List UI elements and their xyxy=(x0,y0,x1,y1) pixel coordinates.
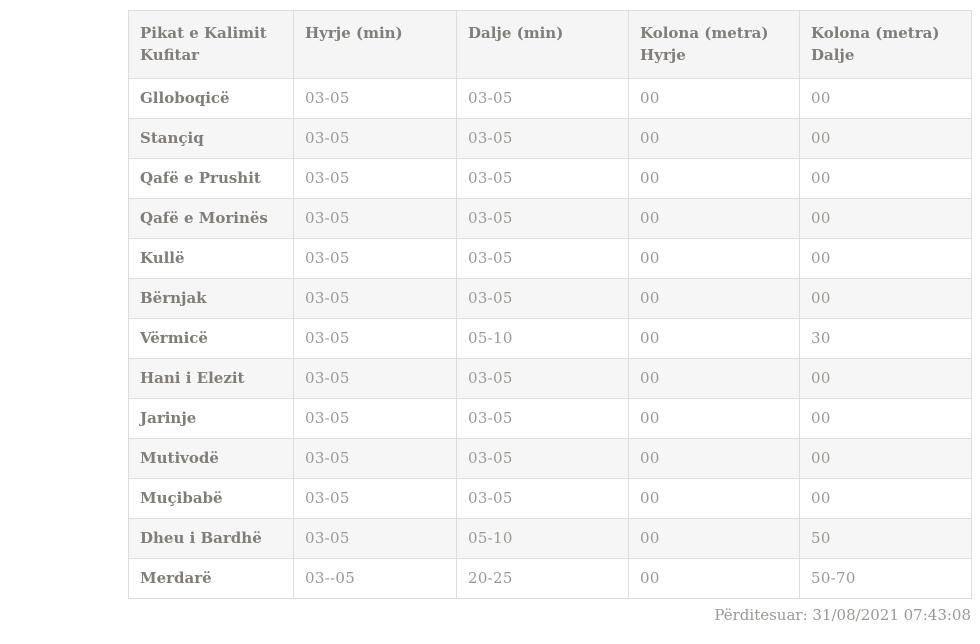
exit-min-value: 03-05 xyxy=(456,78,629,119)
crossing-name: Qafë e Morinës xyxy=(128,198,294,239)
exit-min-value: 03-05 xyxy=(456,358,629,399)
entry-min-value: 03-05 xyxy=(293,278,457,319)
crossing-name: Kullë xyxy=(128,238,294,279)
crossing-name: Merdarë xyxy=(128,558,294,599)
table-row: Kullë 03-05 03-05 00 00 xyxy=(128,238,972,279)
queue-exit-value: 00 xyxy=(799,398,972,439)
exit-min-value: 20-25 xyxy=(456,558,629,599)
crossing-name: Hani i Elezit xyxy=(128,358,294,399)
exit-min-value: 03-05 xyxy=(456,438,629,479)
exit-min-value: 03-05 xyxy=(456,198,629,239)
entry-min-value: 03-05 xyxy=(293,78,457,119)
exit-min-value: 03-05 xyxy=(456,278,629,319)
queue-exit-value: 00 xyxy=(799,78,972,119)
column-header-queue-entry: Kolona (metra) Hyrje xyxy=(628,10,800,79)
header-row: Pikat e Kalimit Kufitar Hyrje (min) Dalj… xyxy=(128,10,972,79)
exit-min-value: 03-05 xyxy=(456,478,629,519)
queue-exit-value: 30 xyxy=(799,318,972,359)
exit-min-value: 03-05 xyxy=(456,238,629,279)
queue-entry-value: 00 xyxy=(628,158,800,199)
last-updated-text: Përditesuar: 31/08/2021 07:43:08 xyxy=(714,606,971,624)
queue-entry-value: 00 xyxy=(628,278,800,319)
table-row: Stançiq 03-05 03-05 00 00 xyxy=(128,118,972,159)
entry-min-value: 03-05 xyxy=(293,438,457,479)
exit-min-value: 03-05 xyxy=(456,158,629,199)
column-header-exit-min: Dalje (min) xyxy=(456,10,629,79)
queue-entry-value: 00 xyxy=(628,478,800,519)
queue-entry-value: 00 xyxy=(628,398,800,439)
entry-min-value: 03-05 xyxy=(293,518,457,559)
crossing-name: Muçibabë xyxy=(128,478,294,519)
queue-exit-value: 00 xyxy=(799,198,972,239)
exit-min-value: 03-05 xyxy=(456,118,629,159)
table-row: Qafë e Prushit 03-05 03-05 00 00 xyxy=(128,158,972,199)
entry-min-value: 03-05 xyxy=(293,318,457,359)
table-body: Glloboqicë 03-05 03-05 00 00 Stançiq 03-… xyxy=(128,78,972,599)
queue-entry-value: 00 xyxy=(628,358,800,399)
crossing-name: Jarinje xyxy=(128,398,294,439)
wait-times-table: Pikat e Kalimit Kufitar Hyrje (min) Dalj… xyxy=(128,10,972,599)
column-header-crossing-points: Pikat e Kalimit Kufitar xyxy=(128,10,294,79)
column-header-queue-exit: Kolona (metra) Dalje xyxy=(799,10,972,79)
table-row: Bërnjak 03-05 03-05 00 00 xyxy=(128,278,972,319)
table-row: Qafë e Morinës 03-05 03-05 00 00 xyxy=(128,198,972,239)
entry-min-value: 03-05 xyxy=(293,238,457,279)
queue-entry-value: 00 xyxy=(628,78,800,119)
queue-entry-value: 00 xyxy=(628,238,800,279)
queue-entry-value: 00 xyxy=(628,118,800,159)
queue-exit-value: 00 xyxy=(799,118,972,159)
entry-min-value: 03-05 xyxy=(293,358,457,399)
crossing-name: Bërnjak xyxy=(128,278,294,319)
table-header: Pikat e Kalimit Kufitar Hyrje (min) Dalj… xyxy=(128,10,972,79)
crossing-name: Qafë e Prushit xyxy=(128,158,294,199)
queue-exit-value: 00 xyxy=(799,438,972,479)
crossing-name: Glloboqicë xyxy=(128,78,294,119)
entry-min-value: 03-05 xyxy=(293,198,457,239)
table-row: Hani i Elezit 03-05 03-05 00 00 xyxy=(128,358,972,399)
exit-min-value: 03-05 xyxy=(456,398,629,439)
queue-entry-value: 00 xyxy=(628,198,800,239)
exit-min-value: 05-10 xyxy=(456,318,629,359)
border-wait-times-section: Pikat e Kalimit Kufitar Hyrje (min) Dalj… xyxy=(128,10,972,624)
queue-exit-value: 50 xyxy=(799,518,972,559)
entry-min-value: 03-05 xyxy=(293,398,457,439)
table-row: Merdarë 03--05 20-25 00 50-70 xyxy=(128,558,972,599)
queue-entry-value: 00 xyxy=(628,318,800,359)
entry-min-value: 03-05 xyxy=(293,158,457,199)
column-header-entry-min: Hyrje (min) xyxy=(293,10,457,79)
exit-min-value: 05-10 xyxy=(456,518,629,559)
queue-exit-value: 50-70 xyxy=(799,558,972,599)
queue-exit-value: 00 xyxy=(799,478,972,519)
crossing-name: Mutivodë xyxy=(128,438,294,479)
queue-entry-value: 00 xyxy=(628,518,800,559)
entry-min-value: 03--05 xyxy=(293,558,457,599)
queue-exit-value: 00 xyxy=(799,358,972,399)
queue-exit-value: 00 xyxy=(799,158,972,199)
queue-entry-value: 00 xyxy=(628,558,800,599)
crossing-name: Stançiq xyxy=(128,118,294,159)
entry-min-value: 03-05 xyxy=(293,118,457,159)
table-row: Muçibabë 03-05 03-05 00 00 xyxy=(128,478,972,519)
queue-entry-value: 00 xyxy=(628,438,800,479)
crossing-name: Vërmicë xyxy=(128,318,294,359)
table-row: Dheu i Bardhë 03-05 05-10 00 50 xyxy=(128,518,972,559)
queue-exit-value: 00 xyxy=(799,278,972,319)
table-row: Vërmicë 03-05 05-10 00 30 xyxy=(128,318,972,359)
entry-min-value: 03-05 xyxy=(293,478,457,519)
table-row: Jarinje 03-05 03-05 00 00 xyxy=(128,398,972,439)
table-row: Glloboqicë 03-05 03-05 00 00 xyxy=(128,78,972,119)
table-row: Mutivodë 03-05 03-05 00 00 xyxy=(128,438,972,479)
queue-exit-value: 00 xyxy=(799,238,972,279)
crossing-name: Dheu i Bardhë xyxy=(128,518,294,559)
